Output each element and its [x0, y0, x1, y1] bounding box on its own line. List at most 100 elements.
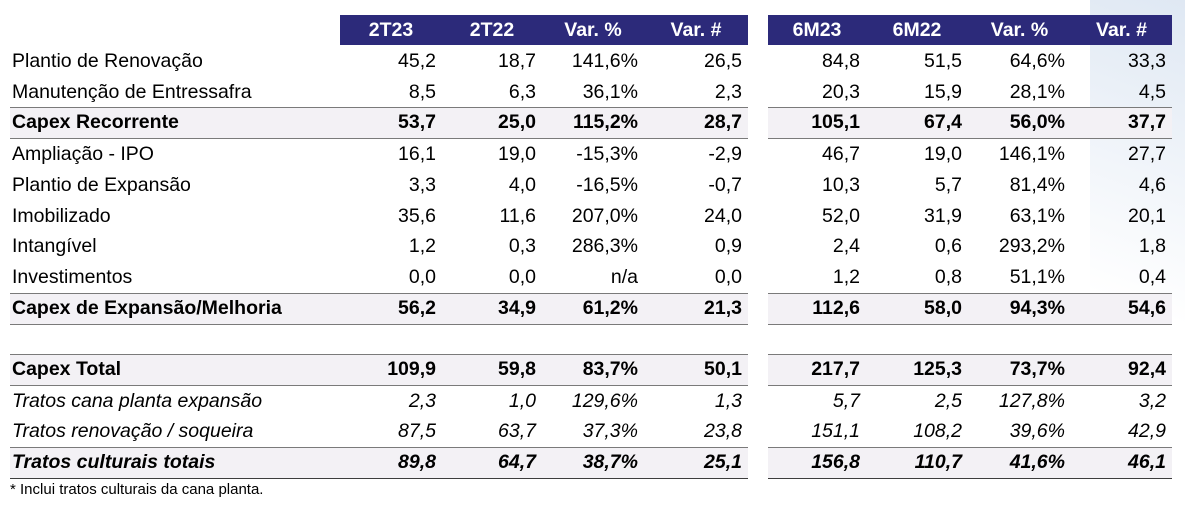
column-header: Var. % [564, 19, 622, 41]
table-cell: 4,5 [1138, 81, 1166, 103]
table-cell: 20,1 [1128, 205, 1166, 227]
row-label: Tratos renovação / soqueira [12, 420, 254, 442]
table-cell: 37,3% [582, 420, 638, 442]
table-cell: -15,3% [576, 143, 638, 165]
table-cell: 34,9 [498, 297, 536, 319]
row-divider-bottom [10, 478, 748, 479]
table-cell: 73,7% [1009, 358, 1065, 380]
table-cell: 0,4 [1138, 266, 1166, 288]
table-cell: 63,7 [498, 420, 536, 442]
column-header: Var. # [670, 19, 722, 41]
table-cell: 0,0 [714, 266, 742, 288]
column-header: Var. # [1096, 19, 1147, 41]
table-cell: 51,5 [924, 50, 962, 72]
table-cell: 46,1 [1128, 451, 1166, 473]
row-label: Capex Recorrente [12, 111, 179, 133]
row-label: Plantio de Expansão [12, 174, 191, 196]
table-cell: 108,2 [913, 420, 962, 442]
column-header: 6M22 [892, 19, 942, 41]
row-divider-top [10, 293, 748, 294]
table-cell: 4,6 [1138, 174, 1166, 196]
table-cell: 56,0% [1009, 111, 1065, 133]
table-cell: 115,2% [572, 111, 638, 133]
table-cell: 11,6 [499, 205, 536, 227]
row-label: Tratos cana planta expansão [12, 390, 263, 412]
row-label: Manutenção de Entressafra [12, 81, 252, 103]
total-row-band [10, 107, 748, 138]
row-label: Investimentos [12, 266, 133, 288]
table-cell: 35,6 [398, 205, 436, 227]
row-divider-bottom [10, 385, 748, 386]
row-divider-top [10, 107, 748, 108]
table-cell: 2,4 [832, 235, 860, 257]
row-divider-top [768, 354, 1172, 355]
table-cell: -16,5% [576, 174, 638, 196]
table-cell: 20,3 [822, 81, 860, 103]
table-cell: 59,8 [498, 358, 536, 380]
row-label: Ampliação - IPO [12, 143, 154, 165]
table-cell: 53,7 [398, 111, 436, 133]
row-label: Tratos culturais totais [12, 451, 216, 473]
table-cell: 0,3 [508, 235, 536, 257]
table-cell: 112,6 [812, 297, 860, 319]
table-cell: 5,7 [934, 174, 962, 196]
table-cell: 19,0 [498, 143, 536, 165]
table-cell: 25,1 [704, 451, 742, 473]
table-cell: 217,7 [811, 358, 860, 380]
table-cell: 146,1% [998, 143, 1065, 165]
table-cell: 125,3 [913, 358, 962, 380]
row-label: Plantio de Renovação [12, 50, 203, 72]
total-row-band [10, 293, 748, 324]
table-cell: 52,0 [822, 205, 860, 227]
row-divider-top [768, 447, 1172, 448]
table-cell: 1,0 [508, 390, 536, 412]
table-cell: 2,3 [408, 390, 436, 412]
table-cell: 0,6 [934, 235, 962, 257]
footnote: * Inclui tratos culturais da cana planta… [10, 481, 264, 498]
table-cell: 2,3 [714, 81, 742, 103]
row-label: Capex de Expansão/Melhoria [12, 297, 282, 319]
table-cell: 38,7% [582, 451, 638, 473]
total-row-band [768, 354, 1172, 385]
table-cell: 84,8 [822, 50, 860, 72]
row-divider-bottom [768, 138, 1172, 139]
table-cell: n/a [610, 266, 638, 288]
table-cell: 46,7 [822, 143, 860, 165]
table-cell: 105,1 [811, 111, 860, 133]
row-label: Intangível [12, 235, 97, 257]
column-header: 2T23 [368, 19, 414, 41]
table-cell: 21,3 [704, 297, 742, 319]
table-cell: 64,6% [1009, 50, 1065, 72]
table-cell: 31,9 [924, 205, 962, 227]
table-cell: 156,8 [811, 451, 860, 473]
table-cell: 28,7 [704, 111, 742, 133]
table-cell: 8,5 [408, 81, 436, 103]
table-cell: 0,9 [714, 235, 742, 257]
table-cell: 25,0 [498, 111, 536, 133]
table-cell: 23,8 [704, 420, 742, 442]
column-header: 2T22 [469, 19, 515, 41]
table-cell: 18,7 [498, 50, 536, 72]
table-cell: 36,1% [582, 81, 638, 103]
table-cell: 0,0 [408, 266, 436, 288]
table-cell: 110,7 [914, 451, 962, 473]
table-cell: 54,6 [1128, 297, 1166, 319]
row-divider-top [768, 107, 1172, 108]
row-divider-bottom [10, 324, 748, 325]
table-cell: 42,9 [1128, 420, 1166, 442]
total-row-band [10, 354, 748, 385]
row-divider-top [768, 293, 1172, 294]
table-cell: 129,6% [571, 390, 638, 412]
table-cell: 286,3% [571, 235, 638, 257]
table-cell: 141,6% [571, 50, 638, 72]
table-cell: 6,3 [508, 81, 536, 103]
table-cell: 87,5 [398, 420, 436, 442]
table-cell: 10,3 [822, 174, 860, 196]
table-cell: 0,0 [508, 266, 536, 288]
table-cell: 67,4 [924, 111, 962, 133]
table-cell: 16,1 [398, 143, 436, 165]
header-bar-quarter [340, 15, 748, 45]
table-cell: -0,7 [708, 174, 742, 196]
table-cell: 19,0 [924, 143, 962, 165]
table-cell: 33,3 [1128, 50, 1166, 72]
